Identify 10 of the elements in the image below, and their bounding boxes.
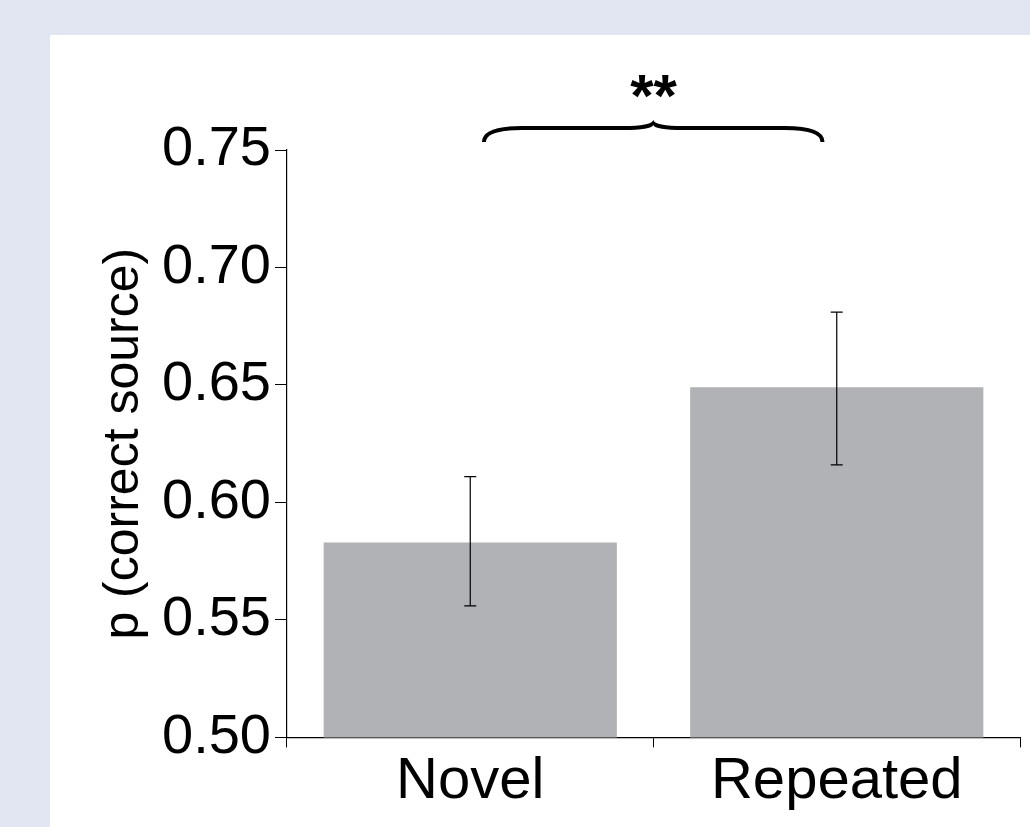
- y-axis-title: p (correct source): [92, 247, 149, 640]
- y-tick-label: 0.70: [161, 231, 271, 295]
- y-tick-label: 0.65: [161, 349, 271, 413]
- x-tick-label: Novel: [396, 745, 545, 811]
- text: **: [630, 62, 678, 129]
- x-tick-label: Repeated: [710, 745, 963, 811]
- y-tick-label: 0.50: [161, 701, 271, 765]
- y-tick-label: 0.60: [161, 466, 271, 530]
- y-tick-label: 0.55: [161, 584, 271, 648]
- y-tick-label: 0.75: [161, 114, 271, 178]
